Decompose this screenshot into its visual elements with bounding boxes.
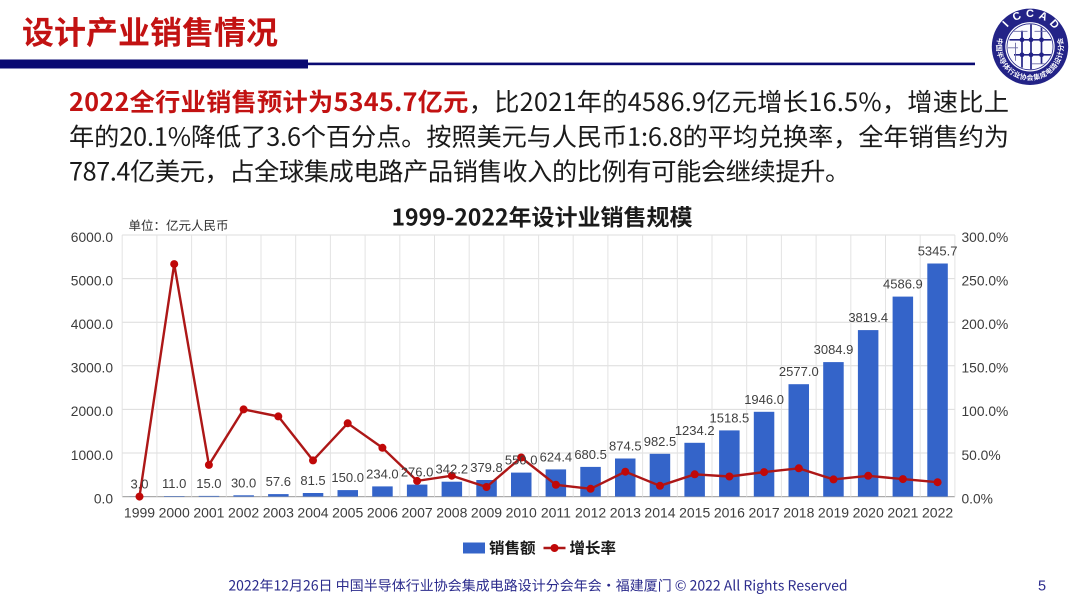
svg-text:2012: 2012 bbox=[575, 505, 606, 521]
svg-text:2011: 2011 bbox=[541, 505, 571, 521]
svg-text:2021: 2021 bbox=[887, 505, 918, 521]
svg-text:3084.9: 3084.9 bbox=[814, 342, 854, 357]
svg-text:250.0%: 250.0% bbox=[962, 273, 1009, 288]
svg-text:50.0%: 50.0% bbox=[962, 448, 1001, 463]
svg-text:15.0: 15.0 bbox=[196, 476, 221, 491]
svg-text:2020: 2020 bbox=[853, 505, 884, 521]
svg-text:550.0: 550.0 bbox=[505, 453, 538, 468]
svg-text:2000.0: 2000.0 bbox=[71, 404, 114, 419]
svg-text:624.4: 624.4 bbox=[540, 449, 573, 464]
svg-text:2008: 2008 bbox=[436, 505, 467, 521]
svg-text:1518.5: 1518.5 bbox=[710, 410, 750, 425]
svg-text:2016: 2016 bbox=[714, 505, 745, 521]
svg-text:2577.0: 2577.0 bbox=[779, 364, 819, 379]
svg-text:680.5: 680.5 bbox=[574, 447, 607, 462]
svg-text:300.0%: 300.0% bbox=[962, 230, 1009, 245]
svg-text:1946.0: 1946.0 bbox=[744, 392, 784, 407]
svg-text:I: I bbox=[1001, 19, 1012, 29]
svg-text:3.0: 3.0 bbox=[130, 477, 148, 492]
svg-text:2018: 2018 bbox=[783, 505, 814, 521]
svg-text:11.0: 11.0 bbox=[162, 476, 186, 491]
svg-text:5345.7: 5345.7 bbox=[918, 244, 958, 259]
svg-text:1999: 1999 bbox=[124, 505, 155, 521]
svg-text:150.0%: 150.0% bbox=[962, 361, 1009, 376]
svg-text:342.2: 342.2 bbox=[436, 462, 469, 477]
svg-text:234.0: 234.0 bbox=[366, 466, 399, 481]
svg-text:2007: 2007 bbox=[402, 505, 433, 521]
svg-text:2022: 2022 bbox=[922, 505, 953, 521]
svg-text:2015: 2015 bbox=[679, 505, 710, 521]
svg-text:2005: 2005 bbox=[332, 505, 363, 521]
svg-text:57.6: 57.6 bbox=[266, 474, 291, 489]
svg-text:2014: 2014 bbox=[644, 505, 675, 521]
svg-text:3819.4: 3819.4 bbox=[848, 310, 888, 325]
svg-text:C: C bbox=[1026, 8, 1034, 20]
svg-text:379.8: 379.8 bbox=[470, 460, 503, 475]
svg-text:276.0: 276.0 bbox=[401, 465, 434, 480]
svg-text:6000.0: 6000.0 bbox=[71, 230, 114, 245]
svg-text:100.0%: 100.0% bbox=[962, 404, 1009, 419]
svg-text:2001: 2001 bbox=[193, 505, 224, 521]
svg-text:150.0: 150.0 bbox=[331, 470, 364, 485]
svg-text:2017: 2017 bbox=[749, 505, 780, 521]
svg-text:200.0%: 200.0% bbox=[962, 317, 1009, 332]
svg-text:874.5: 874.5 bbox=[609, 439, 642, 454]
svg-text:2002: 2002 bbox=[228, 505, 259, 521]
svg-text:4586.9: 4586.9 bbox=[883, 277, 923, 292]
svg-text:2019: 2019 bbox=[818, 505, 849, 521]
svg-text:0.0: 0.0 bbox=[94, 491, 114, 506]
svg-text:5: 5 bbox=[1038, 579, 1046, 595]
svg-text:3000.0: 3000.0 bbox=[71, 361, 114, 376]
svg-text:2006: 2006 bbox=[367, 505, 398, 521]
svg-text:2003: 2003 bbox=[263, 505, 294, 521]
svg-text:982.5: 982.5 bbox=[644, 434, 677, 449]
svg-text:2004: 2004 bbox=[297, 505, 328, 521]
svg-text:2009: 2009 bbox=[471, 505, 502, 521]
svg-text:2000: 2000 bbox=[159, 505, 190, 521]
svg-text:30.0: 30.0 bbox=[231, 475, 256, 490]
svg-text:0.0%: 0.0% bbox=[962, 491, 993, 506]
svg-text:1000.0: 1000.0 bbox=[71, 448, 114, 463]
svg-text:1234.2: 1234.2 bbox=[675, 423, 715, 438]
svg-text:2013: 2013 bbox=[610, 505, 641, 521]
svg-text:4000.0: 4000.0 bbox=[71, 317, 114, 332]
svg-text:2010: 2010 bbox=[506, 505, 537, 521]
svg-text:81.5: 81.5 bbox=[300, 473, 325, 488]
svg-text:5000.0: 5000.0 bbox=[71, 273, 114, 288]
